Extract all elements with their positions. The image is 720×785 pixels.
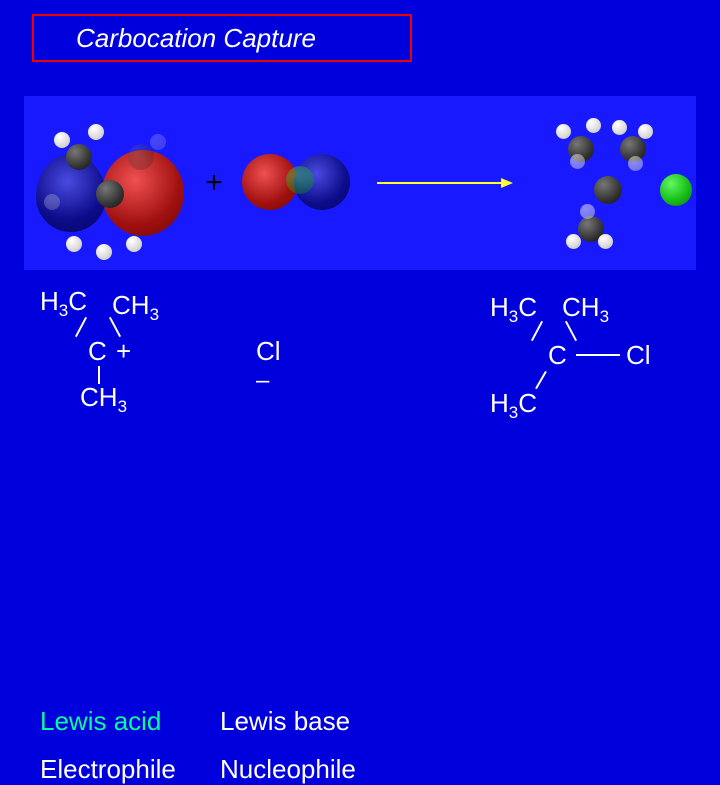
formula-area: H3C CH3 C + CH3 Cl – H3C CH3 C Cl H3C Le… — [0, 286, 720, 540]
plus-symbol: + — [194, 166, 234, 200]
molecule-row: + — [24, 96, 696, 270]
label-lewis-base: Lewis base — [220, 706, 350, 737]
molecule-carbocation — [30, 96, 194, 270]
title-box: Carbocation Capture — [32, 14, 412, 62]
slide-title: Carbocation Capture — [76, 23, 316, 54]
label-lewis-acid: Lewis acid — [40, 706, 161, 737]
label-nucleophile: Nucleophile — [220, 754, 356, 785]
label-electrophile: Electrophile — [40, 754, 176, 785]
molecule-chloride — [238, 96, 370, 270]
molecule-product — [528, 96, 696, 270]
reaction-arrow — [370, 173, 520, 193]
